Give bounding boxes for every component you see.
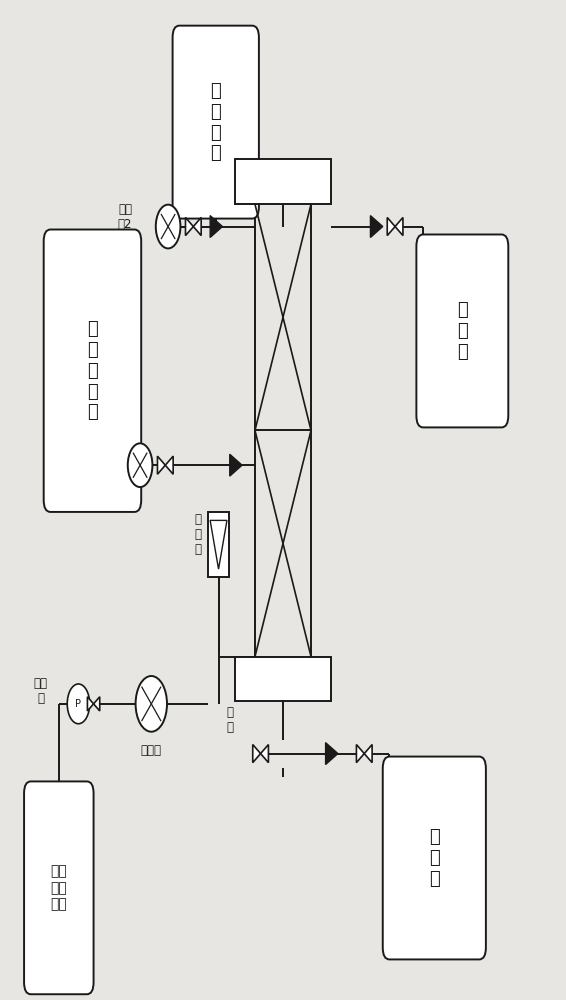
FancyBboxPatch shape	[173, 26, 259, 219]
Bar	[208, 512, 229, 577]
Text: 减压
阀: 减压 阀	[34, 677, 48, 705]
FancyBboxPatch shape	[383, 757, 486, 959]
Polygon shape	[370, 216, 383, 237]
Polygon shape	[93, 697, 100, 711]
Text: 溶
剂
相: 溶 剂 相	[429, 828, 440, 888]
Circle shape	[156, 205, 181, 248]
Polygon shape	[157, 456, 165, 474]
Polygon shape	[87, 697, 93, 711]
Polygon shape	[230, 454, 242, 476]
Text: 流
量
计: 流 量 计	[195, 513, 201, 556]
Polygon shape	[325, 743, 338, 765]
FancyBboxPatch shape	[44, 230, 141, 512]
Text: 压缩
气体
钉瓶: 压缩 气体 钉瓶	[50, 865, 67, 911]
Polygon shape	[253, 745, 260, 763]
Polygon shape	[210, 216, 222, 237]
Text: 蔸
烯
相: 蔸 烯 相	[457, 301, 468, 361]
Text: 底
鄀: 底 鄀	[226, 706, 233, 734]
FancyBboxPatch shape	[24, 781, 93, 994]
Text: 螈动
泵1: 螈动 泵1	[93, 438, 108, 466]
Polygon shape	[357, 745, 365, 763]
Polygon shape	[165, 456, 173, 474]
Text: 螈动
泵2: 螈动 泵2	[118, 203, 132, 231]
Polygon shape	[260, 745, 268, 763]
Text: 溶
剂
储
罐: 溶 剂 储 罐	[211, 82, 221, 162]
Polygon shape	[186, 217, 194, 236]
Polygon shape	[210, 520, 227, 569]
Polygon shape	[395, 217, 403, 236]
FancyBboxPatch shape	[417, 234, 508, 427]
Text: P: P	[75, 699, 82, 709]
Circle shape	[136, 676, 167, 732]
Bar	[235, 159, 331, 204]
Text: 柑
橘
油
储
罐: 柑 橘 油 储 罐	[87, 320, 98, 421]
Polygon shape	[194, 217, 201, 236]
Bar	[235, 657, 331, 701]
Polygon shape	[387, 217, 395, 236]
Polygon shape	[365, 745, 372, 763]
Text: 电磁鄀: 电磁鄀	[141, 744, 162, 757]
Circle shape	[67, 684, 89, 724]
Circle shape	[128, 443, 152, 487]
